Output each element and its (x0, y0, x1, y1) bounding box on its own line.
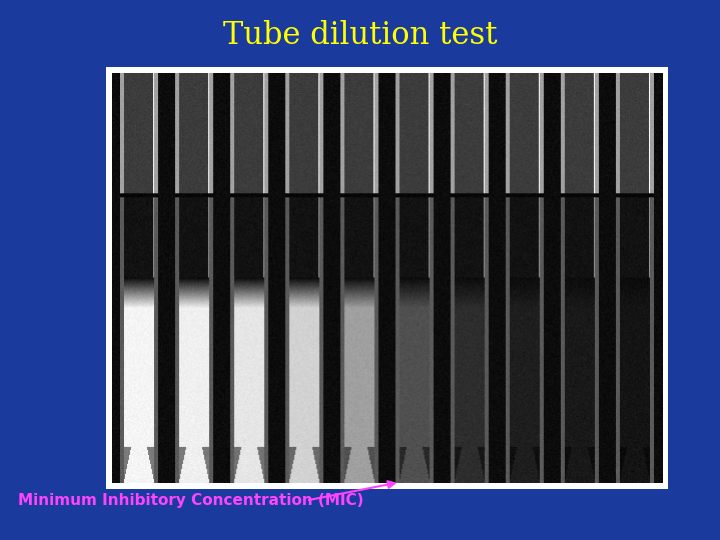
Text: Minimum Inhibitory Concentration (MIC): Minimum Inhibitory Concentration (MIC) (18, 493, 364, 508)
Bar (106, 67, 668, 489)
Text: Tube dilution test: Tube dilution test (222, 19, 498, 51)
